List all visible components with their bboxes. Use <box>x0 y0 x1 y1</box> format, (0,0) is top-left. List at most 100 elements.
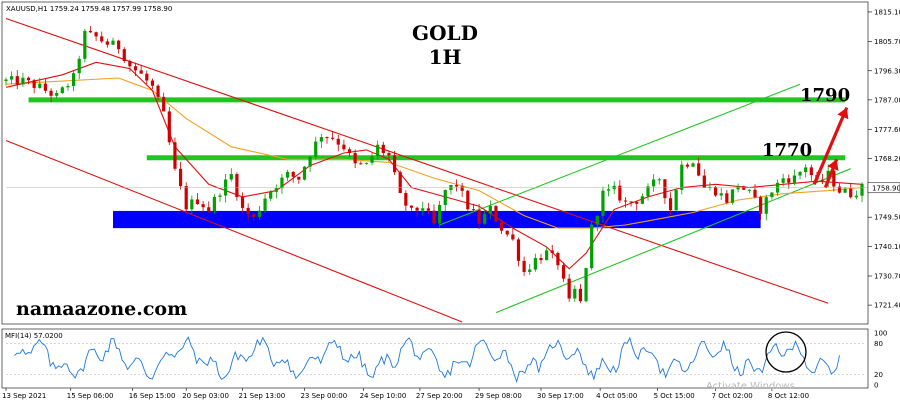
mfi-axis-label: 80 <box>874 340 883 348</box>
bear-candle <box>578 288 583 302</box>
bull-candle <box>781 178 785 183</box>
bull-candle <box>314 141 318 157</box>
bull-candle <box>612 185 616 190</box>
time-axis: 13 Sep 2021 15 Sep 06:00 16 Sep 15:00 20 Se… <box>2 388 809 400</box>
price-axis: 1815.10 1805.70 1796.30 1787.00 1777.60 1768.… <box>6 8 900 310</box>
bear-candle <box>849 188 853 198</box>
support-zone-layer <box>113 210 761 229</box>
bear-candle <box>297 176 301 180</box>
bull-candle <box>860 183 864 196</box>
bear-candle <box>387 153 391 156</box>
bull-candle <box>590 224 594 269</box>
bull-candle <box>257 210 262 217</box>
bear-candle <box>477 209 481 224</box>
bear-candle <box>342 144 346 150</box>
bear-candle <box>133 66 138 71</box>
bull-candle <box>55 93 59 96</box>
bear-candle <box>668 198 673 211</box>
bear-candle <box>392 155 397 173</box>
bull-candle <box>38 83 42 88</box>
bear-candle <box>725 193 729 203</box>
bear-candle <box>432 210 436 224</box>
symbol-ohlc-header: XAUUSD,H1 1759.24 1759.48 1757.99 1758.9… <box>6 5 172 13</box>
mfi-panel-frame <box>1 328 869 389</box>
bear-candle <box>702 175 706 188</box>
forecast-arrow-to-1770-head <box>827 159 839 171</box>
bear-candle <box>460 186 464 191</box>
forecast-arrow-to-1790-head <box>837 107 849 120</box>
bear-candle <box>156 85 160 97</box>
bear-candle <box>32 80 36 88</box>
bull-candle <box>274 188 278 192</box>
chart-title-line1: GOLD <box>412 21 478 45</box>
moving-averages-layer <box>5 61 863 270</box>
bear-candle <box>88 30 93 33</box>
time-tick-label: 13 Sep 2021 <box>2 392 46 400</box>
bear-candle <box>550 250 554 253</box>
time-tick-label: 20 Sep 03:00 <box>182 392 229 400</box>
bear-candle <box>359 163 363 165</box>
bull-candle <box>376 144 380 157</box>
bear-candle <box>336 138 340 145</box>
bear-candle <box>499 221 504 231</box>
bear-candle <box>511 234 515 240</box>
price-tick-label: 1730.70 <box>874 273 900 281</box>
bear-candle <box>94 32 98 37</box>
bear-candle <box>26 77 31 81</box>
bull-candle <box>449 185 453 190</box>
bull-candle <box>528 269 532 272</box>
bull-candle <box>190 199 194 210</box>
bull-candle <box>218 195 222 197</box>
bear-candle <box>117 40 121 50</box>
bull-candle <box>854 195 858 198</box>
bear-candle <box>381 144 385 154</box>
bull-candle <box>224 179 228 196</box>
bull-candle <box>606 189 611 191</box>
bull-candle <box>691 163 695 167</box>
bull-candle <box>657 179 661 181</box>
price-tick-label: 1815.10 <box>874 8 900 16</box>
bull-candle <box>708 186 712 188</box>
bear-candle <box>556 252 560 266</box>
bear-candle <box>454 185 459 187</box>
price-tick-label: 1749.50 <box>874 214 900 222</box>
bull-candle <box>674 189 678 211</box>
bear-candle <box>494 206 498 222</box>
bull-candle <box>4 79 8 82</box>
main-panel-frame <box>1 1 869 325</box>
bear-candle <box>426 208 430 211</box>
time-tick-label: 23 Sep 00:00 <box>300 392 347 400</box>
mfi-axis-label: 0 <box>874 382 878 390</box>
bear-candle <box>353 152 357 164</box>
bull-candle <box>77 58 81 74</box>
bear-candle <box>100 36 104 42</box>
bear-candle <box>697 163 701 176</box>
bear-candle <box>471 209 476 211</box>
downtrend-channel-lower <box>5 140 463 323</box>
bull-candle <box>764 197 768 214</box>
bull-candle <box>573 288 577 299</box>
bear-candle <box>347 149 352 153</box>
time-tick-label: 15 Sep 06:00 <box>67 392 114 400</box>
mfi-axis-label: 100 <box>874 330 887 338</box>
bear-candle <box>184 186 188 210</box>
bull-candle <box>533 258 537 270</box>
brand-watermark: namaazone.com <box>16 298 187 320</box>
bear-candle <box>539 258 543 261</box>
time-tick-label: 27 Sep 20:00 <box>416 392 463 400</box>
bull-candle <box>421 208 425 211</box>
price-tick-label: 1805.70 <box>874 38 900 46</box>
bull-candle <box>302 166 307 180</box>
bull-candle <box>747 189 751 191</box>
mfi-label: MFI(14) 57.0200 <box>5 332 63 340</box>
time-tick-label: 24 Sep 10:00 <box>360 392 407 400</box>
price-tick-label: 1796.30 <box>874 67 900 75</box>
time-tick-label: 5 Oct 15:00 <box>654 392 695 400</box>
mfi-line <box>14 336 840 384</box>
bear-candle <box>685 164 690 167</box>
bull-candle <box>111 40 115 45</box>
bear-candle <box>787 178 791 183</box>
bear-candle <box>325 137 329 139</box>
bear-candle <box>15 76 19 85</box>
